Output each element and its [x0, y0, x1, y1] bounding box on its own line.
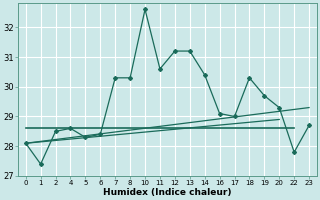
X-axis label: Humidex (Indice chaleur): Humidex (Indice chaleur) — [103, 188, 232, 197]
